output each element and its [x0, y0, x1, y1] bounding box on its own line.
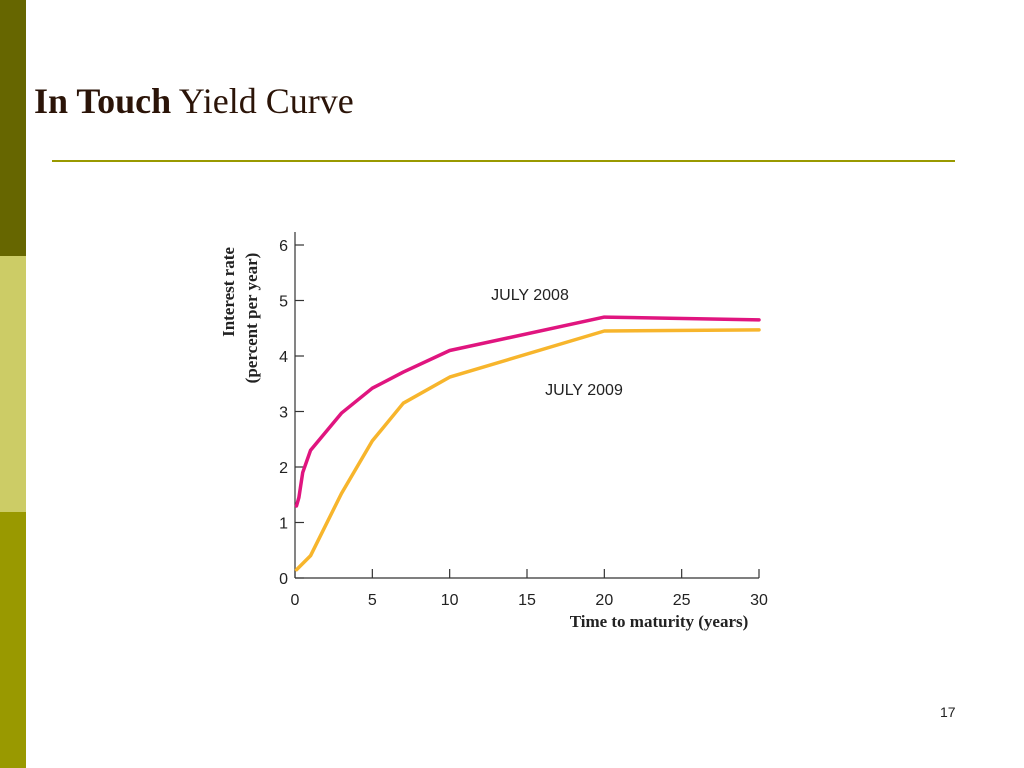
x-tick-label: 25	[673, 592, 691, 609]
x-tick-label: 10	[441, 592, 459, 609]
x-axis-title: Time to maturity (years)	[570, 612, 749, 631]
series-label-july-2008: JULY 2008	[491, 287, 569, 304]
y-axis-title-line1: Interest rate	[219, 247, 238, 337]
x-tick-label: 20	[595, 592, 613, 609]
x-tick-label: 5	[368, 592, 377, 609]
y-tick-label: 3	[279, 405, 288, 422]
sidebar-segment-bottom	[0, 512, 26, 768]
y-tick-label: 5	[279, 294, 288, 311]
series-line-july-2008	[294, 315, 761, 508]
sidebar-segment-middle	[0, 256, 26, 512]
page-number: 17	[940, 704, 956, 720]
y-tick-label: 2	[279, 460, 288, 477]
series-line-july-2009	[294, 328, 761, 572]
y-tick-label: 1	[279, 516, 288, 533]
slide-title-rest: Yield Curve	[171, 81, 354, 121]
y-tick-label: 4	[279, 349, 288, 366]
series-label-july-2009: JULY 2009	[545, 382, 623, 399]
slide-title-bold: In Touch	[34, 81, 172, 121]
y-tick-label: 0	[279, 571, 288, 588]
y-axis-title-line2: (percent per year)	[242, 253, 261, 384]
y-tick-label: 6	[279, 238, 288, 255]
x-tick-label: 30	[750, 592, 768, 609]
sidebar-decoration	[0, 0, 26, 768]
x-tick-label: 15	[518, 592, 536, 609]
slide-title: In Touch Yield Curve	[34, 80, 354, 122]
title-rule	[52, 160, 955, 162]
sidebar-segment-top	[0, 0, 26, 256]
x-tick-label: 0	[291, 592, 300, 609]
